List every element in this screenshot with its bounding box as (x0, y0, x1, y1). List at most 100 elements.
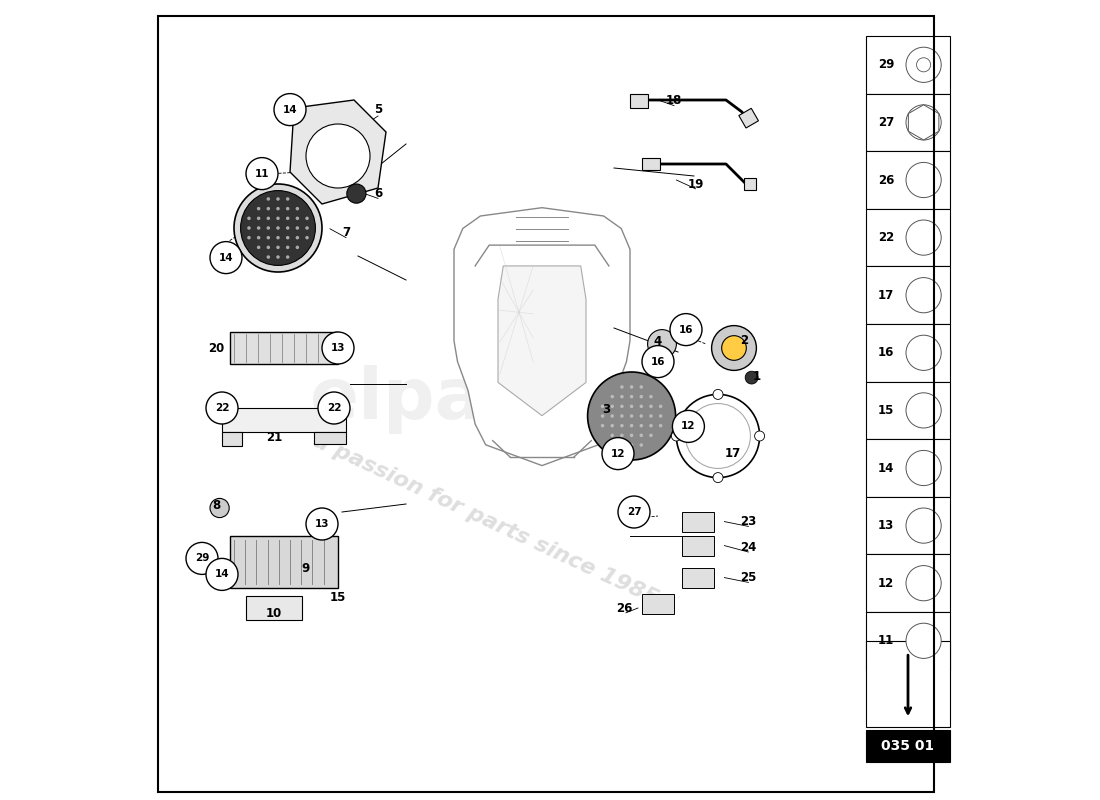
Circle shape (659, 405, 662, 408)
Circle shape (610, 424, 614, 427)
Circle shape (296, 236, 299, 239)
FancyBboxPatch shape (230, 332, 338, 364)
Text: 12: 12 (681, 422, 695, 431)
Text: 14: 14 (214, 570, 229, 579)
Circle shape (712, 326, 757, 370)
Bar (630, 94, 648, 108)
Circle shape (671, 431, 681, 441)
Text: 16: 16 (651, 357, 666, 366)
Circle shape (601, 424, 604, 427)
Text: 27: 27 (627, 507, 641, 517)
Text: 2: 2 (740, 334, 748, 346)
Circle shape (906, 47, 942, 82)
Circle shape (296, 226, 299, 230)
FancyBboxPatch shape (682, 512, 714, 532)
Text: 1: 1 (752, 370, 760, 382)
Text: 14: 14 (219, 253, 233, 262)
Circle shape (206, 392, 238, 424)
Circle shape (630, 386, 634, 389)
Circle shape (648, 330, 676, 358)
Circle shape (257, 236, 261, 239)
Polygon shape (909, 105, 938, 140)
Circle shape (266, 255, 271, 259)
Circle shape (241, 190, 316, 266)
Circle shape (266, 207, 271, 210)
Circle shape (257, 217, 261, 220)
Circle shape (649, 395, 652, 398)
Text: 20: 20 (208, 342, 224, 354)
Circle shape (276, 217, 279, 220)
Text: 22: 22 (878, 231, 894, 244)
Circle shape (276, 226, 279, 230)
Text: 13: 13 (878, 519, 894, 532)
Circle shape (906, 278, 942, 313)
Text: 23: 23 (740, 515, 757, 528)
Circle shape (630, 414, 634, 418)
Circle shape (286, 198, 289, 201)
Text: 21: 21 (266, 431, 282, 444)
Text: 29: 29 (878, 58, 894, 71)
FancyBboxPatch shape (642, 594, 674, 614)
Circle shape (639, 395, 643, 398)
Circle shape (670, 314, 702, 346)
Circle shape (906, 450, 942, 486)
Text: 18: 18 (666, 94, 682, 106)
Circle shape (257, 246, 261, 249)
Text: 14: 14 (878, 462, 894, 474)
Circle shape (286, 207, 289, 210)
Circle shape (610, 405, 614, 408)
Circle shape (659, 414, 662, 418)
Text: 7: 7 (342, 226, 350, 238)
Bar (222, 432, 242, 446)
Circle shape (672, 410, 704, 442)
Circle shape (639, 386, 643, 389)
FancyBboxPatch shape (866, 36, 950, 94)
Circle shape (618, 496, 650, 528)
Circle shape (676, 394, 760, 478)
Text: 26: 26 (616, 602, 632, 614)
Circle shape (322, 332, 354, 364)
Text: 17: 17 (724, 447, 740, 460)
Circle shape (722, 336, 746, 360)
Circle shape (257, 207, 261, 210)
Circle shape (630, 395, 634, 398)
Circle shape (286, 217, 289, 220)
Text: 22: 22 (214, 403, 229, 413)
Circle shape (306, 226, 309, 230)
Circle shape (916, 58, 931, 72)
Circle shape (266, 226, 271, 230)
Text: 3: 3 (602, 403, 610, 416)
Circle shape (286, 246, 289, 249)
Circle shape (639, 434, 643, 437)
Circle shape (602, 438, 634, 470)
Circle shape (755, 431, 764, 441)
Circle shape (906, 508, 942, 543)
Circle shape (906, 105, 942, 140)
Text: 11: 11 (878, 634, 894, 647)
Circle shape (286, 255, 289, 259)
Circle shape (685, 403, 750, 469)
Circle shape (620, 386, 624, 389)
Circle shape (286, 226, 289, 230)
Circle shape (745, 371, 758, 384)
Circle shape (601, 414, 604, 418)
Bar (642, 158, 660, 170)
Circle shape (186, 542, 218, 574)
Text: 4: 4 (653, 335, 662, 348)
Circle shape (248, 236, 251, 239)
Circle shape (630, 434, 634, 437)
Circle shape (257, 226, 261, 230)
FancyBboxPatch shape (222, 408, 346, 432)
FancyBboxPatch shape (866, 94, 950, 151)
Circle shape (587, 372, 675, 460)
Circle shape (906, 335, 942, 370)
Text: 24: 24 (740, 541, 757, 554)
Circle shape (306, 124, 370, 188)
Circle shape (649, 434, 652, 437)
Polygon shape (290, 100, 386, 204)
Text: 16: 16 (679, 325, 693, 334)
Circle shape (642, 346, 674, 378)
Text: 10: 10 (266, 607, 282, 620)
Circle shape (306, 217, 309, 220)
Circle shape (906, 623, 942, 658)
